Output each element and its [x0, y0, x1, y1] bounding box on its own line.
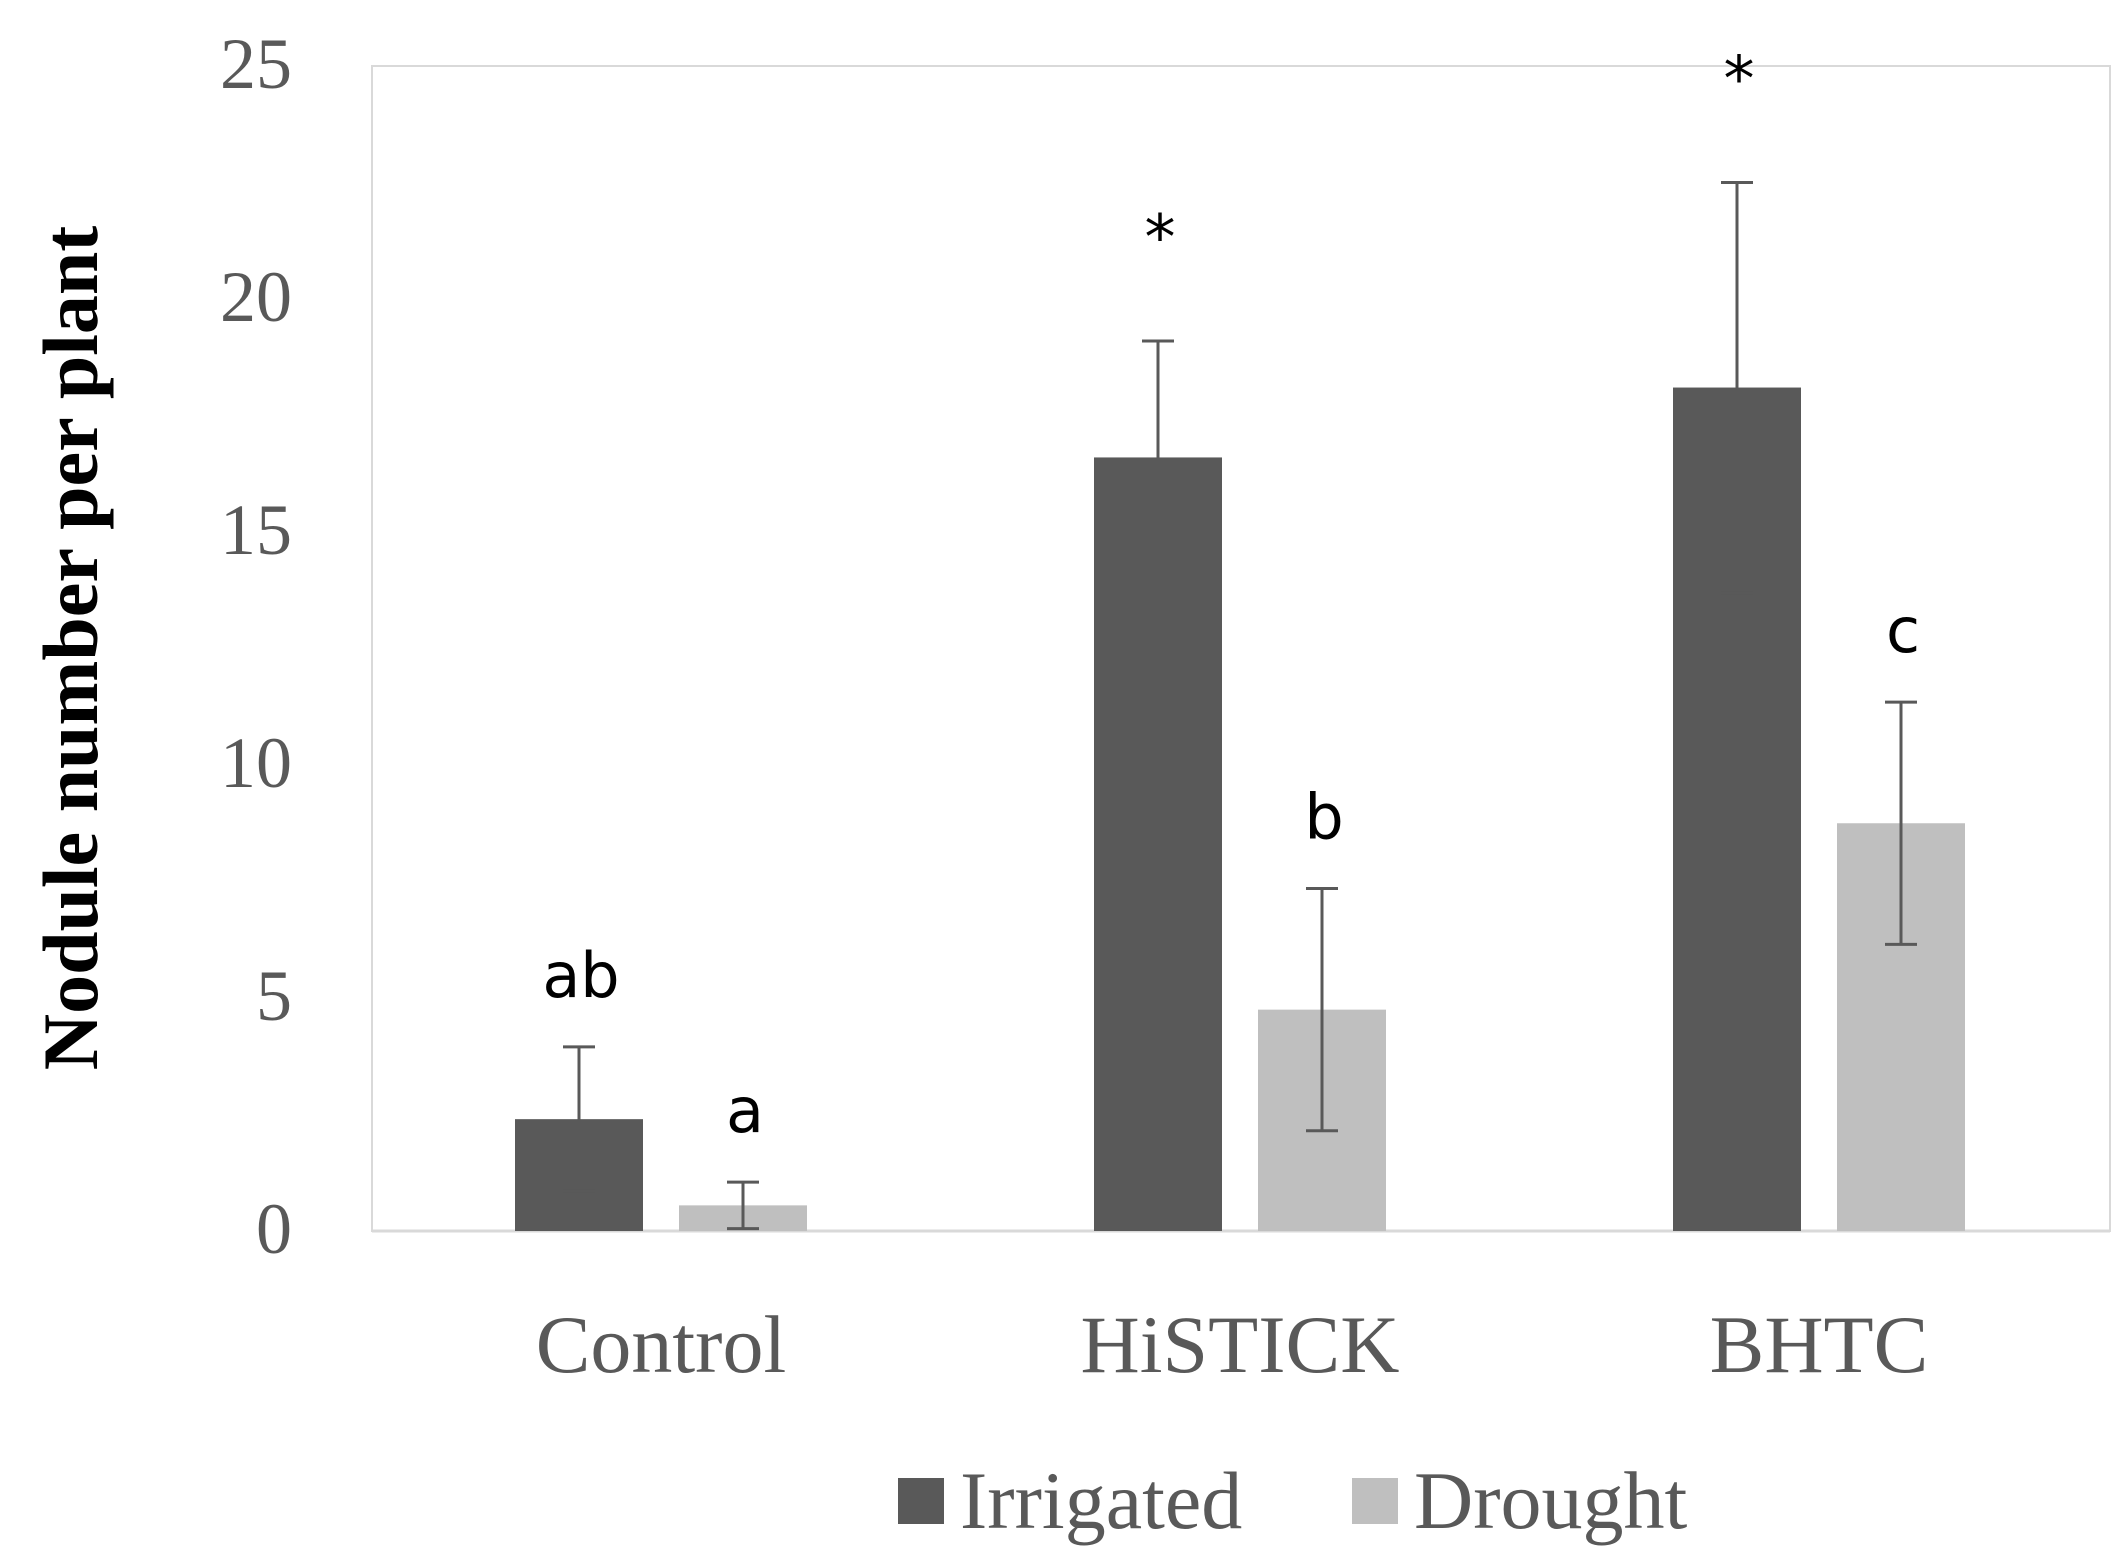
- legend-item-irrigated: Irrigated: [898, 1455, 1242, 1546]
- category-label-control: Control: [536, 1299, 787, 1390]
- y-tick-label: 0: [256, 1189, 292, 1269]
- legend-swatch: [1352, 1478, 1398, 1524]
- significance-label: c: [1886, 594, 1920, 667]
- legend-label: Drought: [1414, 1455, 1688, 1546]
- significance-label: b: [1304, 780, 1343, 853]
- y-axis-label: Nodule number per plant: [27, 226, 114, 1070]
- bar-irrigated-histick: [1094, 457, 1222, 1231]
- error-bar-irrigated-histick: [1142, 339, 1174, 576]
- y-axis-ticks: 0 5 10 15 20 25: [220, 24, 292, 1269]
- significance-label: *: [1724, 43, 1755, 116]
- category-labels: Control HiSTICK BHTC: [536, 1299, 1929, 1390]
- y-tick-label: 5: [256, 956, 292, 1036]
- error-bar-drought-control: [727, 1180, 759, 1231]
- legend: Irrigated Drought: [898, 1455, 1688, 1546]
- legend-label: Irrigated: [960, 1455, 1242, 1546]
- annotations-group: ab a * b * c: [542, 43, 1920, 1148]
- y-tick-label: 10: [220, 723, 292, 803]
- category-label-bhtc: BHTC: [1710, 1299, 1929, 1390]
- error-bar-drought-histick: [1306, 886, 1338, 1133]
- y-tick-label: 20: [220, 257, 292, 337]
- error-bar-irrigated-bhtc: [1721, 181, 1753, 595]
- error-bars-group: [563, 181, 1917, 1231]
- error-bar-irrigated-control: [563, 1045, 595, 1193]
- significance-label: a: [726, 1074, 764, 1147]
- error-bar-drought-bhtc: [1885, 700, 1917, 946]
- bars-group: [515, 387, 1965, 1231]
- plot-area: [371, 65, 2111, 1232]
- legend-item-drought: Drought: [1352, 1455, 1688, 1546]
- y-tick-label: 15: [220, 490, 292, 570]
- significance-label: *: [1145, 201, 1176, 274]
- y-tick-label: 25: [220, 24, 292, 104]
- significance-label: ab: [542, 939, 619, 1012]
- category-label-histick: HiSTICK: [1081, 1299, 1400, 1390]
- legend-swatch: [898, 1478, 944, 1524]
